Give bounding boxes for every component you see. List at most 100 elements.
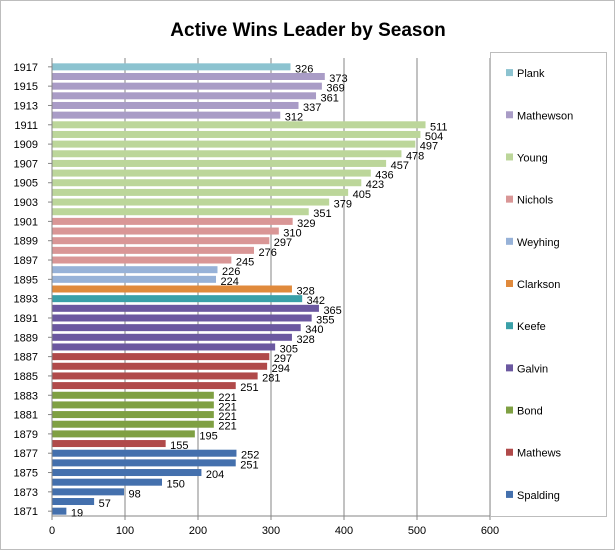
data-label-1883: 221 <box>218 392 236 404</box>
x-tick-label: 400 <box>335 525 353 537</box>
y-tick-label: 1901 <box>14 216 38 228</box>
bar-1880 <box>52 420 214 428</box>
x-tick-label: 500 <box>408 525 426 537</box>
bar-1876 <box>52 459 236 467</box>
data-label-1900: 310 <box>283 228 301 240</box>
data-label-1871: 19 <box>71 508 83 520</box>
bar-1902 <box>52 208 309 216</box>
bar-1904 <box>52 188 349 196</box>
legend-label-galvin: Galvin <box>517 363 548 375</box>
bar-1871 <box>52 507 67 515</box>
data-label-1893: 342 <box>307 295 325 307</box>
legend-swatch-mathews <box>506 448 513 456</box>
bar-1875 <box>52 469 202 477</box>
data-label-1903: 379 <box>334 199 352 211</box>
bar-1911 <box>52 121 426 129</box>
bar-1894 <box>52 285 292 293</box>
bar-1888 <box>52 343 276 351</box>
data-label-1884: 251 <box>240 382 258 394</box>
bar-1910 <box>52 130 421 138</box>
data-label-1876: 251 <box>240 459 258 471</box>
bar-1885 <box>52 372 258 380</box>
y-tick-label: 1887 <box>14 352 38 364</box>
bar-1892 <box>52 304 319 312</box>
data-label-1879: 195 <box>199 430 217 442</box>
data-label-1892: 365 <box>323 305 341 317</box>
bar-1915 <box>52 82 322 90</box>
data-label-1910: 504 <box>425 131 443 143</box>
bar-1878 <box>52 440 166 448</box>
data-label-1887: 297 <box>274 353 292 365</box>
y-tick-label: 1913 <box>14 100 38 112</box>
data-label-1906: 436 <box>375 170 393 182</box>
legend-swatch-bond <box>506 406 513 414</box>
y-tick-label: 1881 <box>14 410 38 422</box>
y-tick-label: 1871 <box>14 506 38 518</box>
y-tick-label: 1877 <box>14 448 38 460</box>
bar-1901 <box>52 217 293 225</box>
y-tick-label: 1915 <box>14 81 38 93</box>
data-label-1914: 361 <box>321 92 339 104</box>
data-label-1907: 457 <box>391 160 409 172</box>
data-label-1880: 221 <box>218 421 236 433</box>
legend-swatch-spalding <box>506 490 513 498</box>
data-label-1913: 337 <box>303 102 321 114</box>
data-label-1915: 369 <box>326 83 344 95</box>
legend-label-nichols: Nichols <box>517 195 554 207</box>
data-label-1902: 351 <box>313 208 331 220</box>
bar-1883 <box>52 391 214 399</box>
bar-1884 <box>52 382 236 390</box>
x-tick-label: 200 <box>189 525 207 537</box>
data-label-1874: 150 <box>167 479 185 491</box>
y-tick-label: 1873 <box>14 487 38 499</box>
y-tick-label: 1903 <box>14 197 38 209</box>
legend-label-bond: Bond <box>517 406 543 418</box>
data-label-1916: 373 <box>329 73 347 85</box>
bar-1877 <box>52 449 237 457</box>
bar-1893 <box>52 295 303 303</box>
x-tick-label: 600 <box>481 525 499 537</box>
bar-1907 <box>52 159 387 167</box>
data-label-1901: 329 <box>297 218 315 230</box>
data-label-1899: 297 <box>274 237 292 249</box>
data-label-1904: 405 <box>353 189 371 201</box>
y-tick-label: 1895 <box>14 274 38 286</box>
bar-1873 <box>52 488 125 496</box>
legend-swatch-keefe <box>506 322 513 330</box>
data-label-1911: 511 <box>430 121 448 133</box>
legend-label-mathewson: Mathewson <box>517 110 573 122</box>
bar-1912 <box>52 111 281 119</box>
y-tick-label: 1879 <box>14 429 38 441</box>
bar-1913 <box>52 101 299 109</box>
bar-1897 <box>52 256 232 264</box>
legend-swatch-young <box>506 153 513 161</box>
data-label-1872: 57 <box>99 498 111 510</box>
legend-swatch-mathewson <box>506 111 513 119</box>
bar-1908 <box>52 150 402 158</box>
bar-1900 <box>52 227 279 235</box>
data-label-1886: 294 <box>272 363 290 375</box>
data-label-1885: 281 <box>262 372 280 384</box>
data-label-1908: 478 <box>406 150 424 162</box>
bar-1917 <box>52 63 291 71</box>
legend-label-keefe: Keefe <box>517 321 546 333</box>
bar-1886 <box>52 362 268 370</box>
bar-1882 <box>52 401 214 409</box>
legend-swatch-plank <box>506 69 513 77</box>
data-label-1894: 328 <box>296 286 314 298</box>
y-tick-label: 1893 <box>14 294 38 306</box>
x-tick-label: 100 <box>116 525 134 537</box>
y-tick-label: 1891 <box>14 313 38 325</box>
data-label-1878: 155 <box>170 440 188 452</box>
bar-1887 <box>52 353 270 361</box>
bar-1891 <box>52 314 312 322</box>
legend-swatch-weyhing <box>506 237 513 245</box>
bar-1881 <box>52 411 214 419</box>
bar-1890 <box>52 324 301 332</box>
legend-label-clarkson: Clarkson <box>517 279 560 291</box>
legend-label-young: Young <box>517 152 548 164</box>
y-tick-label: 1911 <box>14 120 38 132</box>
bar-1879 <box>52 430 195 438</box>
